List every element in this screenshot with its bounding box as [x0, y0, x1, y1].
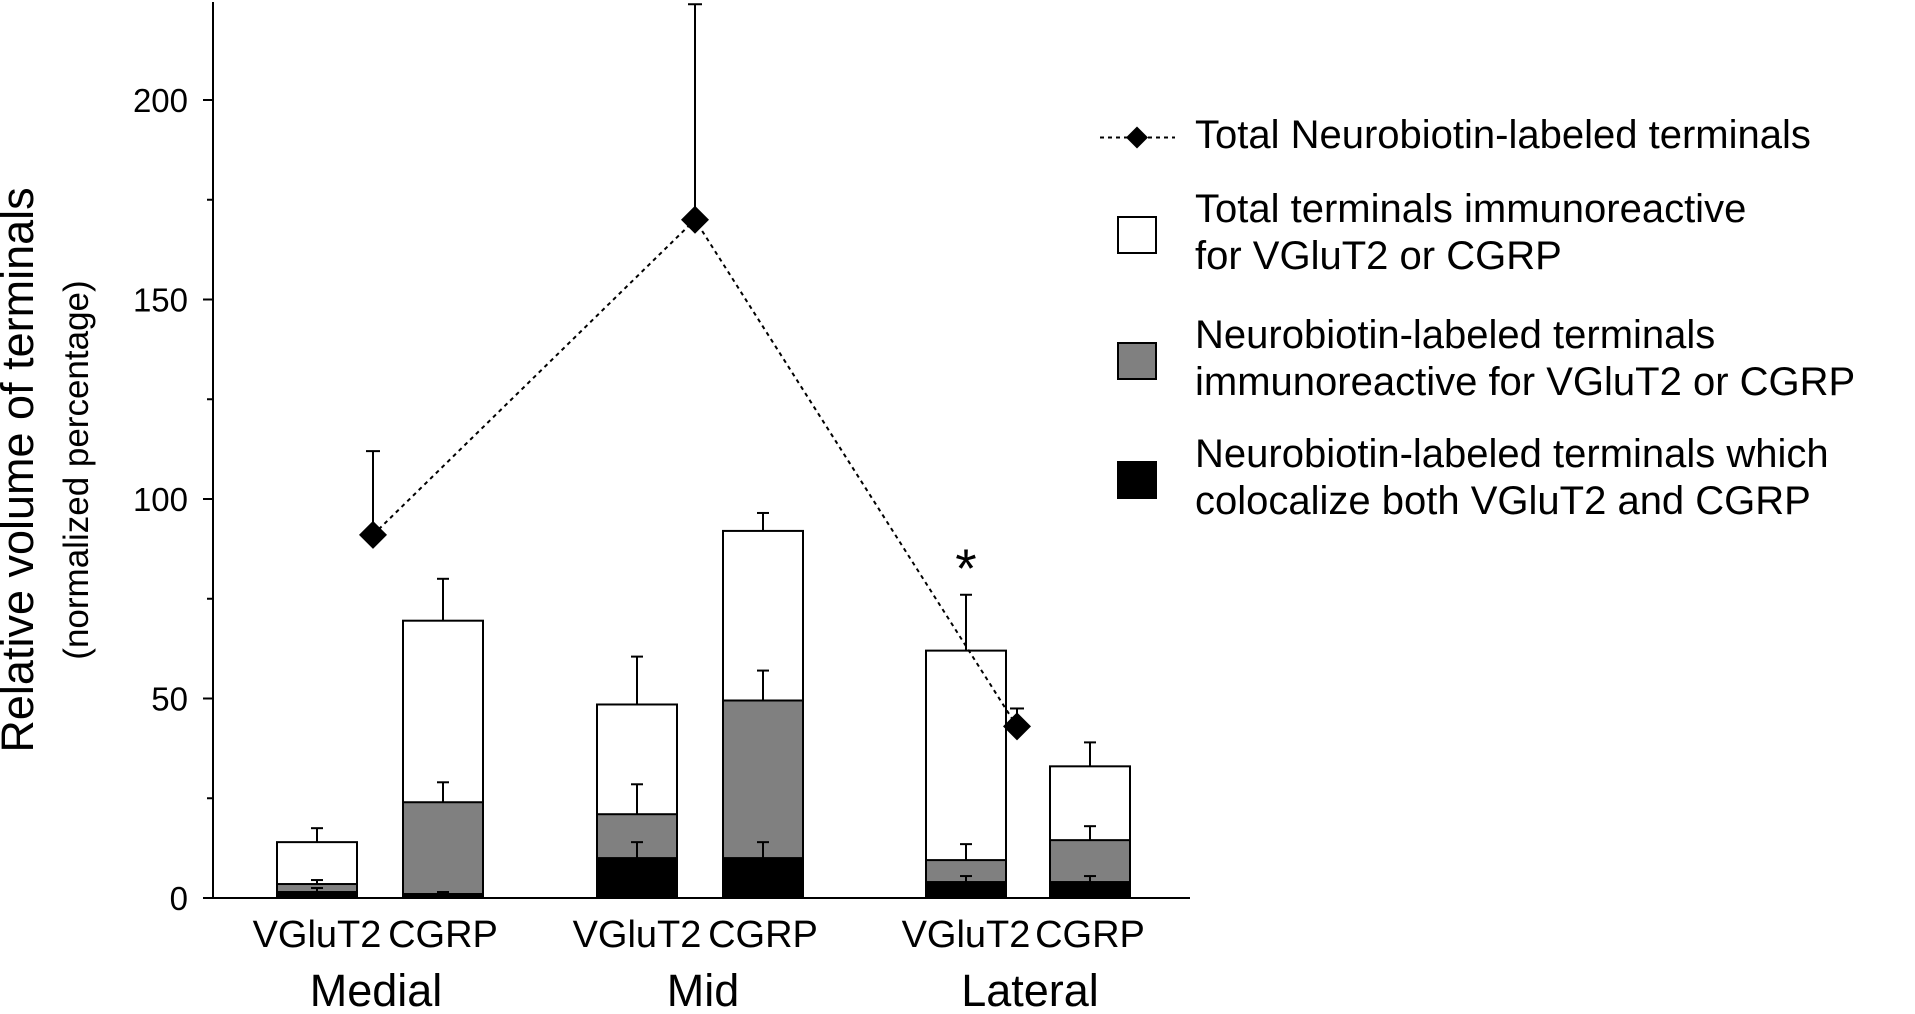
- x-tick-label: CGRP: [388, 914, 498, 956]
- group-label: Mid: [667, 965, 740, 1014]
- y-axis-label: Relative volume of terminals: [0, 187, 43, 752]
- group-label: Lateral: [961, 965, 1099, 1014]
- bar-segment: [925, 881, 1007, 899]
- bars: [276, 529, 1131, 900]
- trend-line: [359, 3, 1031, 741]
- trend-point-diamond: [359, 520, 387, 549]
- y-tick-label: 50: [151, 681, 188, 718]
- bar-segment: [596, 857, 678, 899]
- bar-segment: [402, 893, 484, 900]
- legend-label: immunoreactive for VGluT2 or CGRP: [1195, 360, 1855, 404]
- x-tick-label: CGRP: [708, 914, 818, 956]
- axes: 0 50 100 150 200 Relative volume of terminals…: [0, 2, 1190, 917]
- x-tick-label: VGluT2: [573, 914, 702, 956]
- x-tick-label: CGRP: [1035, 914, 1145, 956]
- legend-box-swatch: [1117, 342, 1157, 380]
- legend-label: Neurobiotin-labeled terminals: [1195, 313, 1715, 357]
- legend-label: for VGluT2 or CGRP: [1195, 234, 1562, 278]
- legend-box-swatch: [1117, 216, 1157, 254]
- group-label: Medial: [310, 965, 443, 1014]
- y-tick-label: 150: [133, 282, 188, 319]
- legend-label: Total Neurobiotin-labeled terminals: [1195, 113, 1811, 157]
- bar-segment: [1049, 881, 1131, 899]
- y-axis-sublabel: (normalized percentage): [57, 280, 96, 659]
- trend-point-diamond: [681, 205, 709, 234]
- legend-label: Neurobiotin-labeled terminals which: [1195, 432, 1829, 476]
- bar-segment: [722, 857, 804, 899]
- y-tick-label: 100: [133, 481, 188, 518]
- x-tick-label: VGluT2: [253, 914, 382, 956]
- significance-marker: *: [955, 537, 976, 599]
- legend-label: colocalize both VGluT2 and CGRP: [1195, 479, 1811, 523]
- y-tick-label: 0: [170, 880, 188, 917]
- legend-label: Total terminals immunoreactive: [1195, 187, 1746, 231]
- error-bars: [311, 511, 1096, 895]
- trend-point-diamond: [1003, 712, 1031, 741]
- bar-segment: [276, 891, 358, 900]
- legend-diamond-swatch: [1126, 126, 1148, 149]
- bar-segment: [402, 801, 484, 899]
- legend-box-swatch: [1117, 461, 1157, 499]
- legend: Total Neurobiotin-labeled terminals Total…: [1100, 113, 1855, 523]
- y-tick-label: 200: [133, 82, 188, 119]
- x-tick-label: VGluT2: [902, 914, 1031, 956]
